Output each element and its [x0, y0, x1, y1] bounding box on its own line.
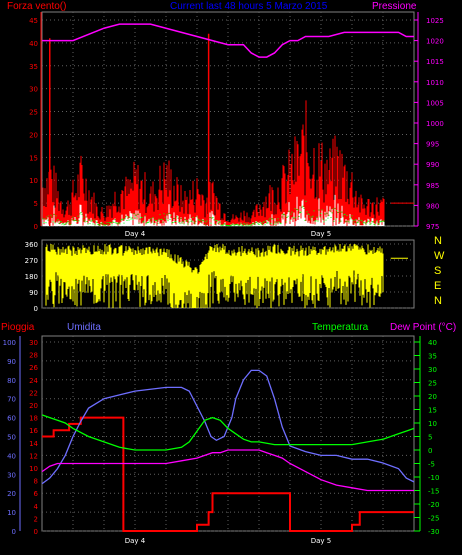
pressure-tick-label: 1020: [426, 38, 444, 46]
rain-line: [42, 416, 414, 532]
rain-tick-label: 20: [29, 402, 38, 410]
rain-tick-label: 30: [29, 339, 38, 347]
direction-tick-label: 360: [25, 241, 38, 249]
pressure-tick-label: 1010: [426, 79, 444, 87]
compass-n-top: N: [434, 235, 442, 247]
temp-tick-label: 40: [428, 339, 437, 347]
temp-tick-label: -20: [428, 501, 439, 509]
rain-tick-label: 8: [34, 478, 38, 486]
pressure-tick-label: 985: [426, 182, 439, 190]
humidity-line: [41, 369, 415, 485]
rain-tick-label: 18: [29, 415, 38, 423]
humidity-tick-label: 40: [7, 452, 16, 460]
humidity-tick-label: 10: [7, 509, 16, 517]
rain-tick-label: 2: [34, 515, 38, 523]
temp-tick-label: -10: [428, 474, 439, 482]
temp-tick-label: 20: [428, 393, 437, 401]
temperature-axis-title: Temperatura: [312, 322, 369, 333]
day-label-1: Day 4: [125, 230, 146, 238]
wind-tick-label: 30: [29, 86, 38, 94]
wind-tick-label: 0: [34, 223, 38, 231]
direction-tick-label: 180: [25, 273, 38, 281]
temp-tick-label: -30: [428, 528, 439, 536]
pressure-line: [42, 23, 414, 58]
direction-tick-label: 0: [34, 305, 38, 313]
temp-tick-label: 0: [428, 447, 432, 455]
humidity-tick-label: 100: [3, 339, 16, 347]
wind-tick-label: 20: [29, 131, 38, 139]
rain-tick-label: 10: [29, 465, 38, 473]
wind-tick-label: 45: [29, 17, 38, 25]
temperature-line: [41, 414, 415, 451]
wind-tick-label: 35: [29, 63, 38, 71]
pressure-tick-label: 995: [426, 141, 439, 149]
temp-tick-label: -15: [428, 488, 439, 496]
humidity-tick-label: 70: [7, 396, 16, 404]
compass-w: W: [434, 250, 445, 262]
humidity-tick-label: 60: [7, 415, 16, 423]
pressure-tick-label: 975: [426, 223, 439, 231]
wind-tick-label: 15: [29, 154, 38, 162]
rain-axis-title: Pioggia: [1, 322, 35, 333]
temp-tick-label: 30: [428, 366, 437, 374]
direction-tick-label: 90: [29, 289, 38, 297]
compass-legend: N W S E N: [434, 236, 450, 311]
rain-tick-label: 28: [29, 352, 38, 360]
compass-n-bottom: N: [434, 295, 442, 307]
humidity-tick-label: 80: [7, 377, 16, 385]
pressure-tick-label: 990: [426, 161, 439, 169]
temp-tick-label: 5: [428, 434, 432, 442]
rain-tick-label: 24: [29, 377, 38, 385]
temp-tick-label: 25: [428, 380, 437, 388]
rain-tick-label: 4: [34, 503, 39, 511]
pressure-axis-title: Pressione: [372, 1, 417, 12]
humidity-tick-label: 30: [7, 471, 16, 479]
rain-tick-label: 0: [34, 528, 38, 536]
pressure-tick-label: 1015: [426, 58, 444, 66]
wind-bars-group: [42, 100, 385, 227]
humidity-tick-label: 20: [7, 490, 16, 498]
temp-tick-label: -25: [428, 515, 439, 523]
pressure-tick-label: 980: [426, 202, 439, 210]
pressure-tick-label: 1005: [426, 99, 444, 107]
humidity-tick-label: 0: [12, 528, 16, 536]
dewpoint-line: [41, 449, 414, 492]
direction-tick-label: 270: [25, 257, 38, 265]
temp-tick-label: -5: [428, 461, 435, 469]
rain-tick-label: 22: [29, 389, 38, 397]
pressure-tick-label: 1025: [426, 17, 444, 25]
humidity-axis-title: Umidita: [67, 322, 101, 333]
rain-tick-label: 12: [29, 452, 38, 460]
direction-bars-group: [45, 244, 384, 308]
wind-tick-label: 25: [29, 109, 38, 117]
day-label-4: Day 5: [311, 537, 332, 545]
temp-tick-label: 15: [428, 407, 437, 415]
compass-e: E: [434, 280, 442, 292]
rain-tick-label: 16: [29, 427, 38, 435]
dewpoint-axis-title: Dew Point (°C): [390, 322, 457, 333]
humidity-tick-label: 50: [7, 434, 16, 442]
wind-tick-label: 40: [29, 40, 38, 48]
pressure-tick-label: 1000: [426, 120, 444, 128]
wind-tick-label: 10: [29, 177, 38, 185]
day-label-2: Day 5: [311, 230, 332, 238]
temp-tick-label: 10: [428, 420, 437, 428]
wind-tick-label: 5: [34, 200, 38, 208]
day-label-3: Day 4: [125, 537, 146, 545]
wind-axis-title: Forza vento(): [7, 1, 67, 12]
humidity-tick-label: 90: [7, 358, 16, 366]
bottom-panel-frame: [41, 335, 415, 532]
chart-title: Current last 48 hours 5 Marzo 2015: [170, 1, 328, 12]
rain-tick-label: 14: [29, 440, 38, 448]
rain-tick-label: 6: [34, 490, 39, 498]
compass-s: S: [434, 265, 442, 277]
temp-tick-label: 35: [428, 353, 437, 361]
rain-tick-label: 26: [29, 364, 38, 372]
